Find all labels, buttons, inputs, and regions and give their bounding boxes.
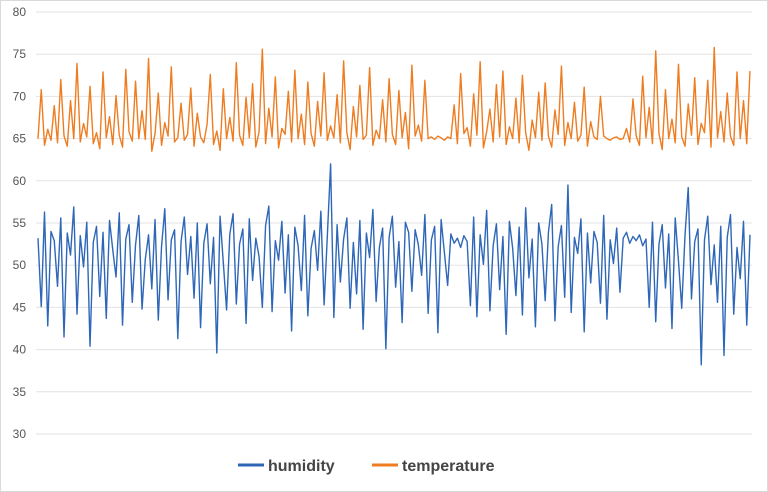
y-axis-tick-labels: 30 35 40 45 50 55 60 65 70 75 80 — [13, 5, 27, 441]
legend: humidity temperature — [238, 458, 495, 475]
y-tick-label: 70 — [13, 89, 27, 103]
y-tick-label: 65 — [13, 132, 27, 146]
humidity-legend-label: humidity — [268, 458, 335, 475]
temperature-legend-label: temperature — [402, 458, 495, 475]
y-tick-label: 45 — [13, 300, 27, 314]
y-tick-label: 60 — [13, 174, 27, 188]
series-group — [37, 46, 751, 366]
y-tick-label: 80 — [13, 5, 27, 19]
y-tick-label: 75 — [13, 47, 27, 61]
y-tick-label: 55 — [13, 216, 27, 230]
y-tick-label: 40 — [13, 343, 27, 357]
temperature-series-line — [37, 46, 751, 152]
humidity-series-line — [37, 163, 751, 366]
y-tick-label: 50 — [13, 258, 27, 272]
y-tick-label: 30 — [13, 427, 27, 441]
y-tick-label: 35 — [13, 385, 27, 399]
